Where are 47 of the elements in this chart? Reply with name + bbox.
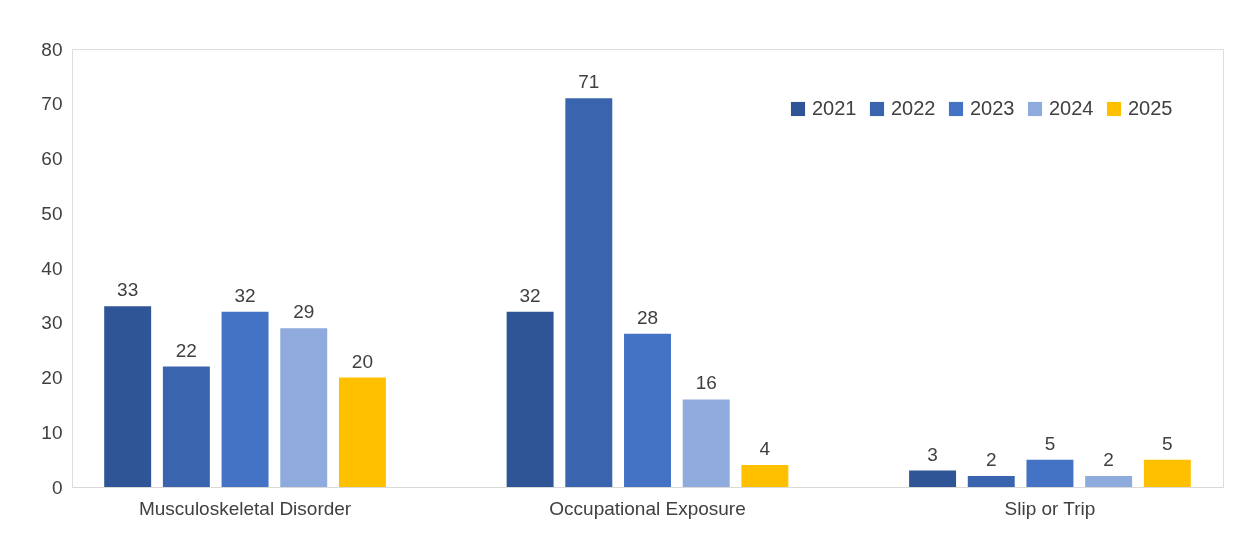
data-label: 16 — [695, 372, 717, 394]
y-tick-label: 50 — [41, 202, 63, 224]
y-tick-label: 0 — [51, 476, 63, 498]
legend-label: 2022 — [891, 97, 936, 119]
bar — [280, 328, 328, 487]
bar — [104, 306, 152, 487]
bar — [162, 366, 210, 487]
y-tick-label: 60 — [41, 148, 63, 169]
x-tick-label: Slip or Trip — [1004, 497, 1096, 519]
bar — [1143, 459, 1191, 487]
data-label: 5 — [1044, 432, 1056, 454]
y-tick-label: 30 — [41, 312, 63, 334]
y-tick-label: 20 — [41, 367, 63, 388]
legend-label: 2023 — [970, 97, 1015, 119]
bar — [1085, 476, 1133, 487]
legend-label: 2024 — [1049, 97, 1094, 119]
bar — [506, 311, 554, 487]
y-tick-label: 70 — [41, 93, 63, 115]
x-tick-label: Occupational Exposure — [549, 497, 746, 519]
data-label: 2 — [1103, 449, 1114, 471]
data-label: 2 — [985, 449, 997, 471]
y-tick-label: 80 — [41, 38, 63, 60]
data-label: 29 — [293, 301, 315, 323]
data-label: 32 — [234, 284, 256, 306]
bar — [909, 470, 957, 487]
bar — [221, 311, 269, 487]
data-label: 4 — [759, 438, 771, 460]
bar — [624, 333, 671, 487]
y-tick-label: 40 — [41, 257, 63, 279]
bar — [967, 476, 1015, 487]
legend-label: 2025 — [1128, 97, 1173, 119]
data-label: 20 — [351, 350, 373, 372]
x-tick-label: Musculoskeletal Disorder — [138, 497, 352, 519]
data-label: 22 — [175, 339, 197, 361]
bar — [741, 465, 789, 487]
data-label: 71 — [578, 71, 600, 93]
bar — [338, 377, 386, 487]
data-label: 33 — [117, 279, 139, 301]
bar — [1026, 459, 1074, 487]
bar — [682, 399, 730, 487]
bar — [565, 98, 613, 487]
y-tick-label: 10 — [41, 421, 63, 443]
data-label: 5 — [1162, 432, 1173, 454]
data-label: 3 — [927, 443, 938, 465]
data-label: 28 — [636, 306, 659, 328]
legend-label: 2021 — [812, 97, 857, 119]
data-label: 32 — [519, 284, 541, 306]
